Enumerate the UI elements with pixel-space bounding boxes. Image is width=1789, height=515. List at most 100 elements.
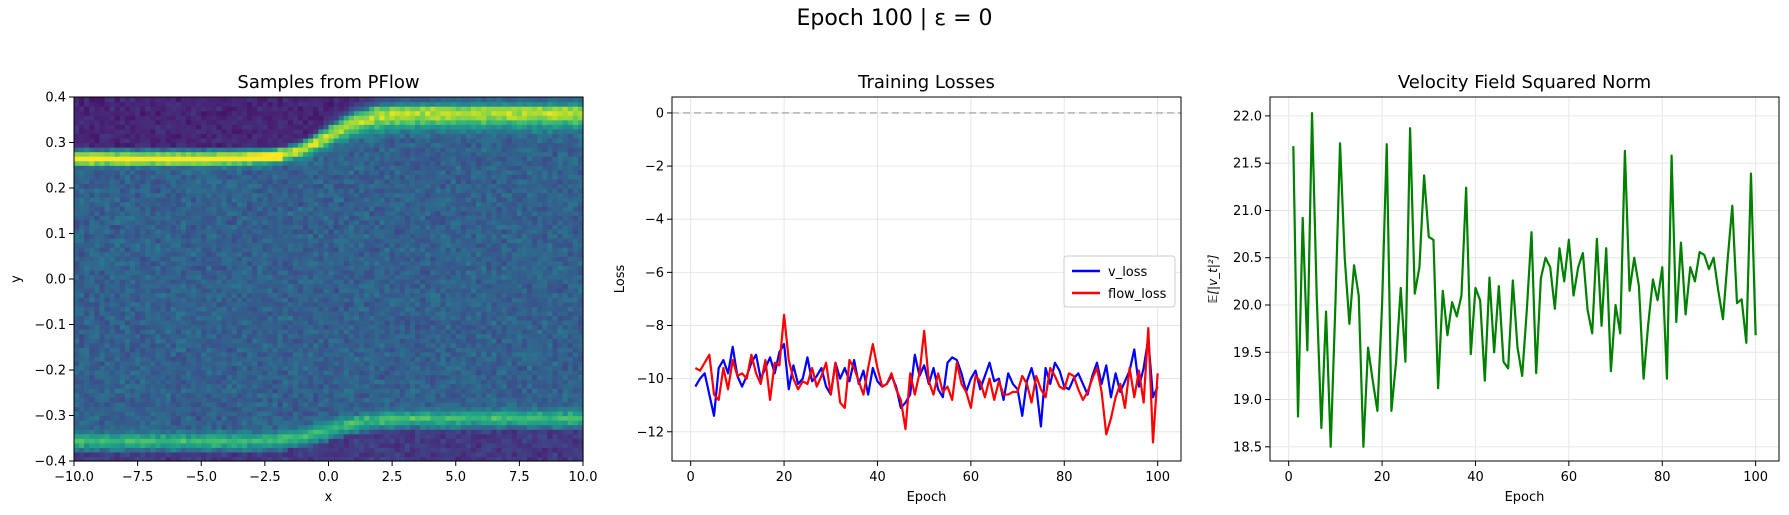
heatmap-cell bbox=[359, 383, 365, 389]
heatmap-cell bbox=[221, 315, 228, 321]
heatmap-cell bbox=[338, 397, 345, 403]
heatmap-cell bbox=[364, 438, 370, 444]
heatmap-cell bbox=[191, 338, 197, 344]
heatmap-cell bbox=[119, 115, 126, 121]
heatmap-cell bbox=[79, 279, 85, 285]
heatmap-cell bbox=[333, 106, 340, 112]
heatmap-cell bbox=[369, 438, 375, 444]
heatmap-cell bbox=[257, 279, 263, 285]
heatmap-cell bbox=[129, 315, 136, 321]
heatmap-cell bbox=[206, 256, 213, 262]
heatmap-cell bbox=[313, 156, 319, 162]
heatmap-cell bbox=[119, 147, 126, 153]
heatmap-cell bbox=[206, 110, 213, 116]
heatmap-cell bbox=[287, 274, 294, 280]
heatmap-cell bbox=[308, 192, 314, 198]
heatmap-cell bbox=[201, 374, 207, 380]
heatmap-cell bbox=[211, 319, 218, 326]
heatmap-cell bbox=[359, 429, 365, 435]
heatmap-cell bbox=[201, 388, 207, 394]
heatmap-cell bbox=[170, 288, 177, 294]
heatmap-cell bbox=[191, 224, 197, 230]
heatmap-cell bbox=[185, 338, 192, 344]
heatmap-cell bbox=[114, 288, 121, 294]
heatmap-cell bbox=[135, 160, 141, 166]
heatmap-cell bbox=[79, 165, 85, 171]
heatmap-cell bbox=[374, 342, 380, 348]
heatmap-cell bbox=[338, 174, 345, 180]
heatmap-cell bbox=[353, 347, 360, 353]
heatmap-cell bbox=[308, 342, 314, 348]
heatmap-cell bbox=[180, 169, 187, 175]
heatmap-cell bbox=[226, 251, 233, 257]
heatmap-cell bbox=[175, 415, 182, 421]
heatmap-cell bbox=[374, 429, 380, 435]
heatmap-cell bbox=[359, 242, 365, 248]
heatmap-cell bbox=[323, 356, 330, 362]
heatmap-cell bbox=[84, 165, 90, 171]
heatmap-cell bbox=[257, 133, 263, 139]
heatmap-cell bbox=[155, 110, 162, 116]
heatmap-cell bbox=[114, 165, 121, 171]
heatmap-cell bbox=[359, 351, 365, 357]
heatmap-cell bbox=[384, 228, 391, 235]
heatmap-cell bbox=[384, 247, 391, 253]
heatmap-cell bbox=[135, 251, 141, 257]
heatmap-cell bbox=[369, 333, 375, 339]
heatmap-cell bbox=[180, 388, 187, 394]
heatmap-cell bbox=[196, 374, 202, 380]
heatmap-cell bbox=[226, 265, 233, 271]
heatmap-cell bbox=[145, 347, 151, 353]
heatmap-cell bbox=[262, 124, 269, 130]
heatmap-cell bbox=[272, 379, 279, 385]
heatmap-cell bbox=[165, 188, 172, 194]
heatmap-cell bbox=[140, 388, 146, 394]
heatmap-cell bbox=[180, 333, 187, 339]
heatmap-cell bbox=[99, 415, 106, 421]
heatmap-cell bbox=[267, 283, 274, 289]
heatmap-cell bbox=[348, 215, 355, 221]
heatmap-cell bbox=[119, 379, 126, 385]
heatmap-cell bbox=[226, 329, 233, 335]
heatmap-cell bbox=[369, 447, 375, 453]
heatmap-cell bbox=[247, 338, 253, 344]
heatmap-cell bbox=[84, 269, 90, 276]
heatmap-cell bbox=[343, 101, 350, 107]
heatmap-cell bbox=[313, 183, 319, 189]
heatmap-cell bbox=[303, 251, 309, 257]
heatmap-cell bbox=[236, 319, 243, 326]
heatmap-cell bbox=[160, 388, 167, 394]
heatmap-cell bbox=[206, 128, 213, 134]
heatmap-cell bbox=[175, 315, 182, 321]
heatmap-cell bbox=[374, 301, 380, 307]
heatmap-cell bbox=[241, 151, 248, 157]
heatmap-cell bbox=[114, 106, 121, 112]
heatmap-cell bbox=[175, 238, 182, 244]
heatmap-cell bbox=[359, 197, 365, 203]
heatmap-cell bbox=[297, 106, 304, 112]
heatmap-cell bbox=[211, 142, 218, 148]
heatmap-cell bbox=[175, 137, 182, 144]
heatmap-cell bbox=[287, 410, 294, 417]
heatmap-cell bbox=[328, 192, 335, 198]
heatmap-cell bbox=[226, 169, 233, 175]
heatmap-cell bbox=[328, 297, 335, 303]
heatmap-cell bbox=[297, 224, 304, 230]
heatmap-cell bbox=[180, 342, 187, 348]
heatmap-cell bbox=[328, 442, 335, 448]
heatmap-cell bbox=[313, 224, 319, 230]
heatmap-cell bbox=[272, 338, 279, 344]
heatmap-cell bbox=[272, 174, 279, 180]
heatmap-cell bbox=[226, 424, 233, 430]
heatmap-cell bbox=[211, 374, 218, 380]
heatmap-cell bbox=[282, 406, 289, 412]
heatmap-cell bbox=[303, 165, 309, 171]
heatmap-cell bbox=[333, 265, 340, 271]
heatmap-cell bbox=[129, 256, 136, 262]
heatmap-cell bbox=[124, 97, 131, 103]
heatmap-cell bbox=[180, 329, 187, 335]
heatmap-cell bbox=[231, 142, 238, 148]
heatmap-cell bbox=[99, 365, 106, 371]
heatmap-cell bbox=[221, 297, 228, 303]
heatmap-cell bbox=[94, 429, 101, 435]
